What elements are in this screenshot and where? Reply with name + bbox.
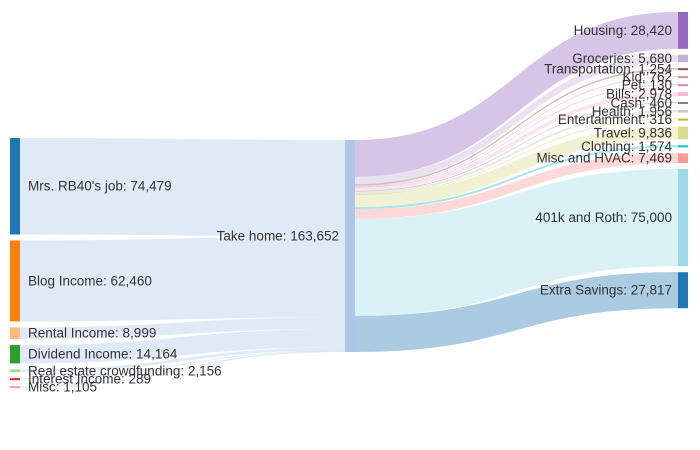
link-clothing	[355, 145, 678, 210]
link-transportation	[355, 68, 678, 186]
label-travel: Travel: 9,836	[594, 125, 672, 140]
label-health: Health: 1,956	[592, 104, 672, 119]
node-bills[interactable]	[678, 92, 688, 97]
link-real-estate-crowdfunding	[20, 347, 345, 373]
label-interest-income: Interest Income: 289	[28, 372, 151, 387]
link-bills	[355, 92, 678, 191]
link-mrs-rb40-s-job	[20, 138, 345, 237]
label-clothing: Clothing: 1,574	[581, 139, 672, 154]
label-transportation: Transportation: 1,254	[544, 62, 672, 77]
label-housing: Housing: 28,420	[574, 23, 672, 38]
node-pet[interactable]	[678, 84, 688, 87]
node-take-home[interactable]	[345, 140, 355, 352]
label-real-estate-crowdfunding: Real estate crowdfunding: 2,156	[28, 363, 222, 378]
node-misc-and-hvac[interactable]	[678, 153, 688, 164]
link-travel	[355, 126, 678, 208]
label-take-home: Take home: 163,652	[217, 229, 339, 244]
label-dividend-income: Dividend Income: 14,164	[28, 347, 178, 362]
node-cash[interactable]	[678, 102, 688, 105]
label-pet: Pet: 130	[622, 78, 672, 93]
label-misc: Misc: 1,105	[28, 380, 97, 395]
link-groceries	[355, 54, 678, 185]
label-entertainment: Entertainment: 316	[558, 112, 672, 127]
label-blog-income: Blog Income: 62,460	[28, 273, 152, 288]
node-housing[interactable]	[678, 12, 688, 49]
node-transportation[interactable]	[678, 68, 688, 71]
label-extra-savings: Extra Savings: 27,817	[540, 283, 672, 298]
label-bills: Bills: 2,978	[606, 87, 672, 102]
label-misc-and-hvac: Misc and HVAC: 7,469	[536, 151, 672, 166]
link-extra-savings	[355, 272, 678, 352]
link-interest-income	[20, 350, 345, 379]
link-entertainment	[355, 118, 678, 195]
node-dividend-income[interactable]	[10, 345, 20, 364]
expense-links	[355, 12, 678, 352]
label-mrs-rb40-s-job: Mrs. RB40's job: 74,479	[28, 179, 172, 194]
node-blog-income[interactable]	[10, 240, 20, 322]
link-rental-income	[20, 317, 345, 340]
node-mrs-rb40-s-job[interactable]	[10, 138, 20, 235]
link-401k-and-roth	[355, 169, 678, 316]
label-rental-income: Rental Income: 8,999	[28, 326, 156, 341]
link-misc-and-hvac	[355, 153, 678, 219]
node-interest-income[interactable]	[10, 378, 20, 381]
node-health[interactable]	[678, 110, 688, 113]
link-cash	[355, 102, 678, 192]
node-401k-and-roth[interactable]	[678, 169, 688, 267]
node-real-estate-crowdfunding[interactable]	[10, 369, 20, 373]
node-rental-income[interactable]	[10, 327, 20, 340]
link-dividend-income	[20, 329, 345, 364]
node-kid[interactable]	[678, 76, 688, 79]
sankey-nodes	[10, 12, 688, 389]
link-housing	[355, 12, 678, 177]
label-401k-and-roth: 401k and Roth: 75,000	[535, 210, 672, 225]
income-links	[20, 138, 345, 388]
node-travel[interactable]	[678, 126, 688, 140]
sankey-labels: Mrs. RB40's job: 74,479 Blog Income: 62,4…	[28, 23, 672, 395]
link-pet	[355, 84, 678, 188]
link-kid	[355, 76, 678, 187]
label-groceries: Groceries: 5,680	[572, 51, 672, 66]
node-misc[interactable]	[10, 386, 20, 389]
node-entertainment[interactable]	[678, 118, 688, 121]
link-health	[355, 110, 678, 194]
link-misc	[20, 350, 345, 388]
label-cash: Cash: 460	[610, 96, 672, 111]
node-extra-savings[interactable]	[678, 272, 688, 309]
node-groceries[interactable]	[678, 54, 688, 63]
node-clothing[interactable]	[678, 145, 688, 148]
link-blog-income	[20, 236, 345, 322]
label-kid: Kid: 762	[622, 70, 672, 85]
